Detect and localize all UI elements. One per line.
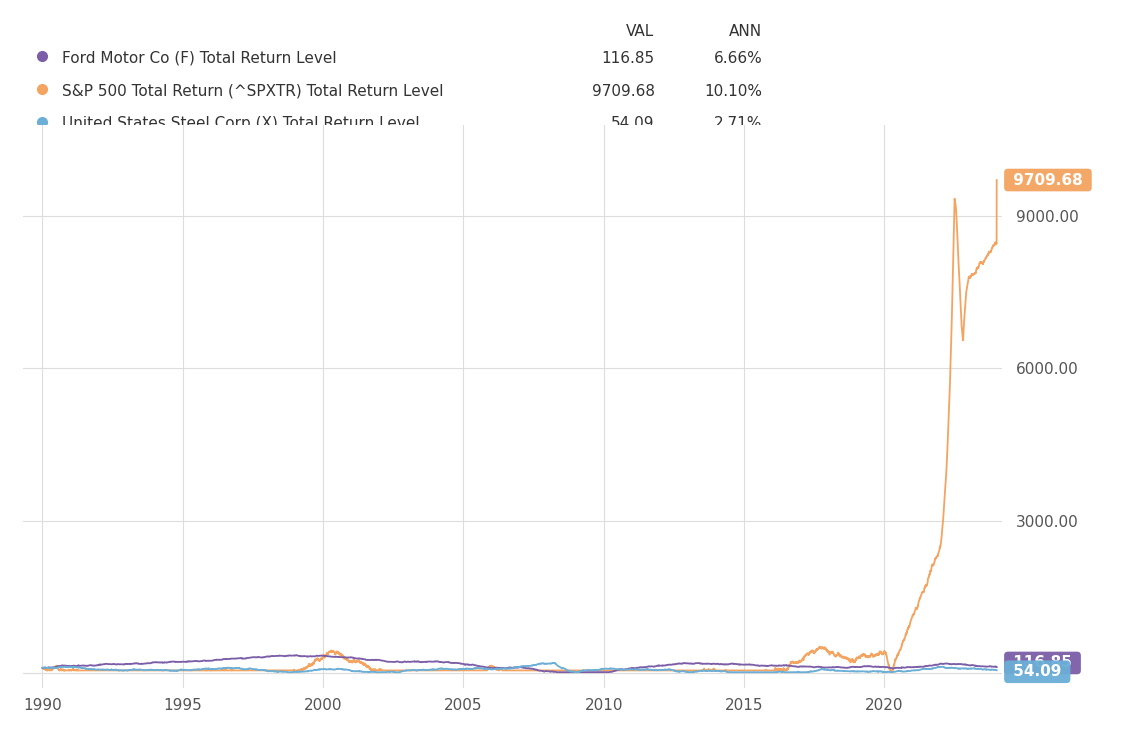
Text: 54.09: 54.09 [1008, 665, 1066, 679]
Text: 10.10%: 10.10% [704, 84, 762, 98]
Text: Ford Motor Co (F) Total Return Level: Ford Motor Co (F) Total Return Level [62, 51, 337, 66]
Text: 2.71%: 2.71% [714, 116, 762, 132]
Text: 54.09: 54.09 [612, 116, 655, 132]
Text: 6.66%: 6.66% [713, 51, 762, 66]
Text: United States Steel Corp (X) Total Return Level: United States Steel Corp (X) Total Retur… [62, 116, 419, 132]
Text: 116.85: 116.85 [601, 51, 655, 66]
Text: 9709.68: 9709.68 [1008, 172, 1088, 187]
Text: 116.85: 116.85 [1008, 656, 1077, 670]
Text: ANN: ANN [729, 24, 762, 39]
Text: 9709.68: 9709.68 [591, 84, 655, 98]
Text: S&P 500 Total Return (^SPXTR) Total Return Level: S&P 500 Total Return (^SPXTR) Total Retu… [62, 84, 443, 98]
Text: VAL: VAL [626, 24, 655, 39]
